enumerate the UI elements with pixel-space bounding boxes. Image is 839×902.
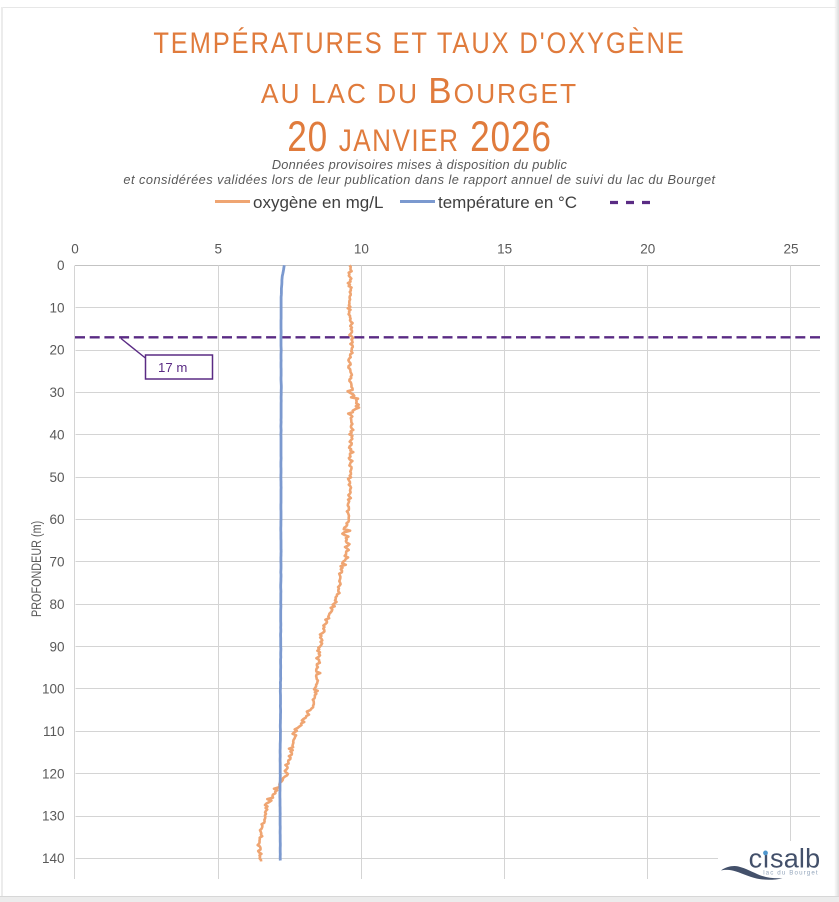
svg-text:PROFONDEUR (m): PROFONDEUR (m) [29,521,44,617]
svg-text:50: 50 [49,470,64,485]
svg-text:30: 30 [49,385,64,400]
svg-text:lac du Bourget: lac du Bourget [763,870,819,877]
svg-text:17 m: 17 m [158,360,187,375]
svg-text:70: 70 [49,555,64,570]
svg-text:0: 0 [71,242,79,257]
svg-text:5: 5 [214,242,222,257]
svg-text:15: 15 [497,242,512,257]
svg-text:25: 25 [783,242,798,257]
svg-text:40: 40 [49,428,64,443]
svg-text:130: 130 [42,809,65,824]
svg-text:10: 10 [354,242,369,257]
svg-text:20: 20 [640,242,655,257]
svg-text:90: 90 [49,639,64,654]
svg-text:140: 140 [42,851,65,866]
svg-text:20: 20 [49,343,64,358]
svg-text:cısalb: cısalb [749,844,821,874]
svg-text:120: 120 [42,766,65,781]
svg-text:80: 80 [49,597,64,612]
svg-text:110: 110 [43,724,65,739]
svg-text:0: 0 [57,258,65,273]
svg-text:100: 100 [42,682,65,697]
svg-text:60: 60 [49,512,64,527]
svg-text:10: 10 [49,300,64,315]
